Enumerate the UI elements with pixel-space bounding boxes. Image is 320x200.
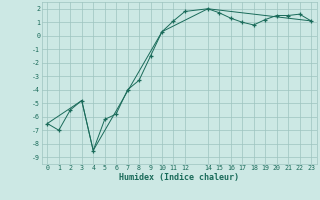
X-axis label: Humidex (Indice chaleur): Humidex (Indice chaleur) <box>119 173 239 182</box>
